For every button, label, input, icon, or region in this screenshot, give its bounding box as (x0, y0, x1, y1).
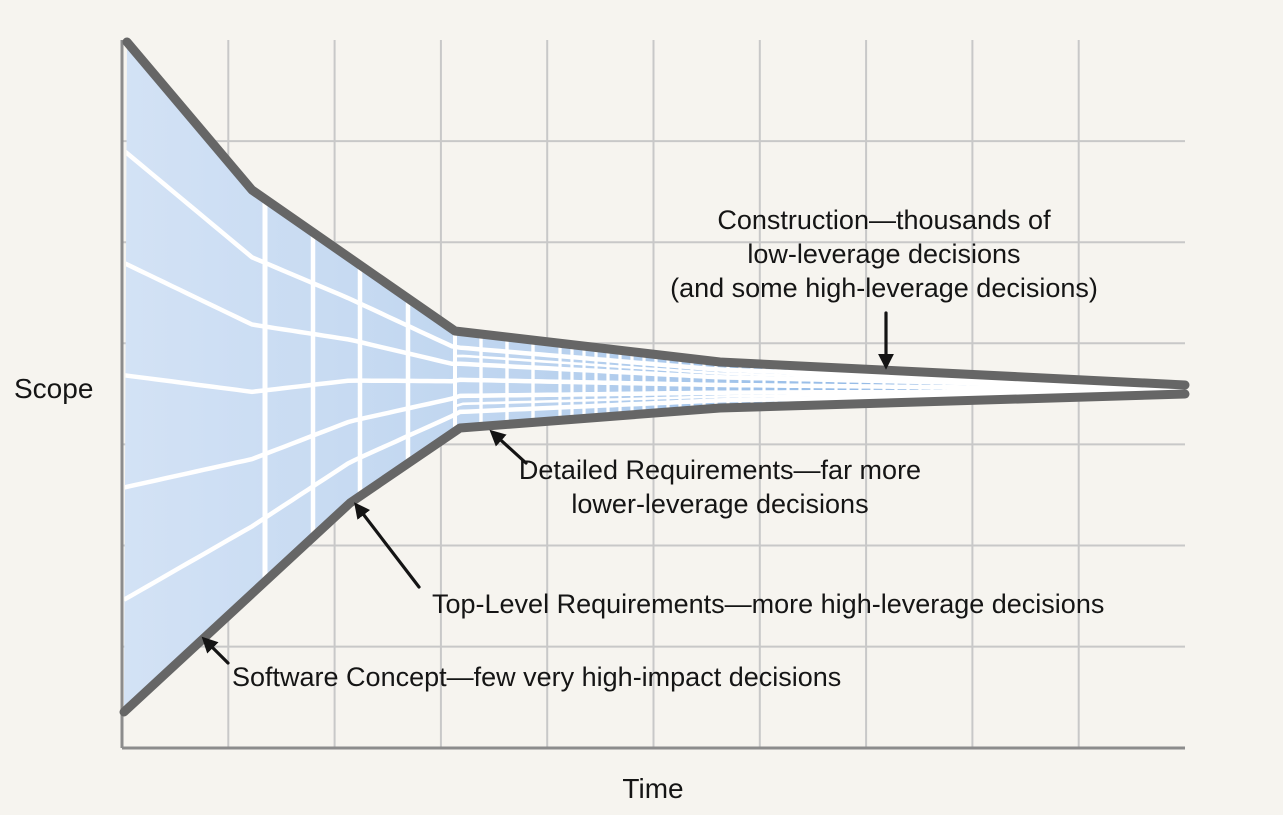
x-axis-label: Time (622, 773, 684, 804)
annotation-line: Detailed Requirements—far more (518, 455, 922, 485)
software-concept-arrow (201, 636, 230, 665)
annotation-line: Construction—thousands of (717, 205, 1051, 235)
funnel-bottom-edge (119, 389, 1190, 717)
y-axis-label: Scope (14, 373, 94, 404)
funnel-edges (119, 37, 1190, 717)
top-level-requirements-arrow (354, 502, 421, 589)
annotation-line: Software Concept—few very high-impact de… (232, 662, 842, 692)
annotation-top-level-requirements: Top-Level Requirements—more high-leverag… (432, 587, 1104, 621)
annotation-construction: Construction—thousands of low-leverage d… (634, 203, 1134, 305)
annotation-line: Top-Level Requirements—more high-leverag… (432, 589, 1105, 619)
detailed-requirements-arrow (489, 429, 528, 465)
annotation-line: low-leverage decisions (747, 239, 1021, 269)
funnel-top-edge (122, 37, 1190, 390)
annotation-line: lower-leverage decisions (571, 489, 869, 519)
annotation-detailed-requirements: Detailed Requirements—far more lower-lev… (500, 453, 940, 521)
annotation-line: (and some high-leverage decisions) (670, 273, 1098, 303)
annotation-arrows (201, 311, 894, 665)
axes (120, 40, 1185, 750)
annotation-software-concept: Software Concept—few very high-impact de… (232, 660, 841, 694)
